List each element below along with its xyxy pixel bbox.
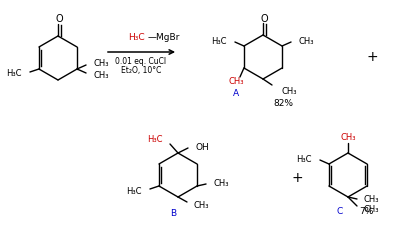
Text: A: A xyxy=(233,89,239,98)
Text: C: C xyxy=(337,208,343,217)
Text: CH₃: CH₃ xyxy=(340,133,356,142)
Text: +: + xyxy=(291,171,303,185)
Text: B: B xyxy=(170,209,176,218)
Text: H₃C: H₃C xyxy=(128,33,145,41)
Text: CH₃: CH₃ xyxy=(93,60,108,69)
Text: H₃C: H₃C xyxy=(126,187,142,195)
Text: —MgBr: —MgBr xyxy=(148,33,180,41)
Text: CH₃: CH₃ xyxy=(364,195,380,204)
Text: H₃C: H₃C xyxy=(212,36,227,45)
Text: O: O xyxy=(260,14,268,24)
Text: CH₃: CH₃ xyxy=(281,86,296,95)
Text: CH₃: CH₃ xyxy=(93,71,108,80)
Text: CH₃: CH₃ xyxy=(298,36,314,45)
Text: 0.01 eq. CuCl: 0.01 eq. CuCl xyxy=(116,58,166,66)
Text: 7%: 7% xyxy=(359,208,373,217)
Text: H₃C: H₃C xyxy=(148,134,163,144)
Text: +: + xyxy=(366,50,378,64)
Text: OH: OH xyxy=(196,143,210,152)
Text: H₃C: H₃C xyxy=(6,69,22,78)
Text: O: O xyxy=(55,14,63,24)
Text: CH₃: CH₃ xyxy=(364,205,380,214)
Text: 82%: 82% xyxy=(273,99,293,109)
Text: CH₃: CH₃ xyxy=(228,78,244,86)
Text: H₃C: H₃C xyxy=(296,154,312,164)
Text: CH₃: CH₃ xyxy=(213,178,228,188)
Text: CH₃: CH₃ xyxy=(194,200,210,209)
Text: Et₂O, 10°C: Et₂O, 10°C xyxy=(121,66,161,75)
